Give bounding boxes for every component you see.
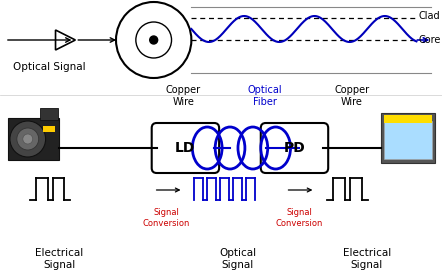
Text: PD: PD	[284, 141, 306, 155]
FancyBboxPatch shape	[381, 113, 435, 163]
FancyBboxPatch shape	[261, 123, 328, 173]
Circle shape	[17, 128, 39, 150]
Text: Electrical
Signal: Electrical Signal	[343, 248, 391, 270]
FancyBboxPatch shape	[8, 118, 59, 160]
Circle shape	[150, 36, 157, 44]
Text: Signal
Conversion: Signal Conversion	[276, 208, 323, 228]
Text: Electrical
Signal: Electrical Signal	[35, 248, 83, 270]
Text: Optical
Fiber: Optical Fiber	[248, 85, 282, 107]
Text: Copper
Wire: Copper Wire	[334, 85, 370, 107]
Text: LD: LD	[175, 141, 196, 155]
Text: Signal
Conversion: Signal Conversion	[143, 208, 190, 228]
Text: Clad: Clad	[418, 11, 440, 21]
Text: Copper
Wire: Copper Wire	[166, 85, 201, 107]
FancyBboxPatch shape	[384, 121, 432, 159]
FancyBboxPatch shape	[152, 123, 219, 173]
FancyBboxPatch shape	[384, 115, 432, 123]
Text: Optical Signal: Optical Signal	[13, 62, 86, 72]
Text: Optical
Signal: Optical Signal	[219, 248, 256, 270]
FancyBboxPatch shape	[43, 126, 54, 132]
Circle shape	[23, 134, 33, 144]
Circle shape	[10, 121, 45, 157]
Text: Core: Core	[418, 35, 441, 45]
FancyBboxPatch shape	[40, 108, 58, 120]
